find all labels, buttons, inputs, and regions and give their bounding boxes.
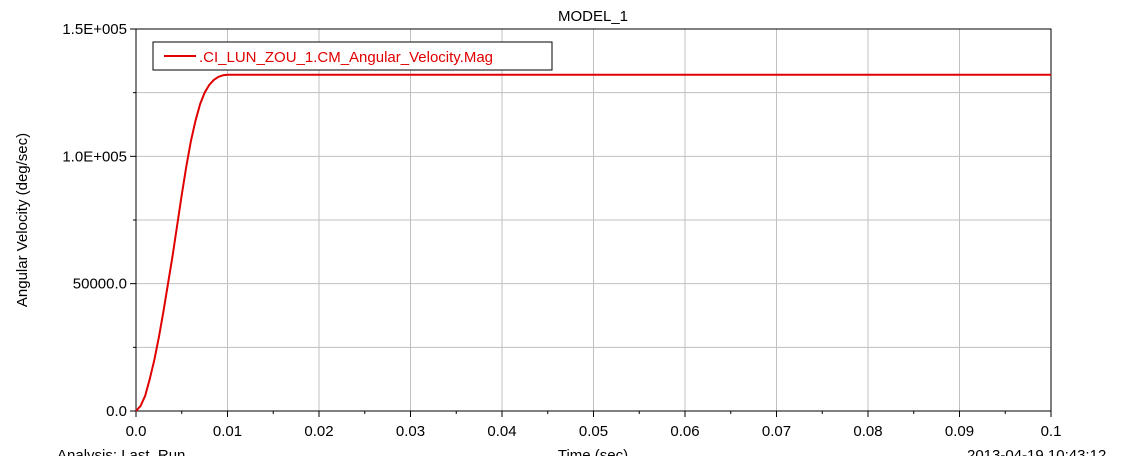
x-tick-label: 0.05 [579,423,608,440]
axis-ticks: 0.0 0.01 0.02 0.03 0.04 0.05 0.06 0.07 0.08 0.09 0… [62,21,1061,440]
y-axis-label: Angular Velocity (deg/sec) [14,133,31,307]
x-tick-label: 0.01 [213,423,242,440]
x-tick-label: 0.07 [762,423,791,440]
x-tick-label: 0.02 [304,423,333,440]
x-tick-label: 0.0 [126,423,147,440]
grid [136,29,1051,411]
analysis-label: Analysis: Last_Run [57,447,185,456]
x-tick-label: 0.08 [853,423,882,440]
series-line [135,73,1051,412]
x-axis-label: Time (sec) [558,447,628,456]
timestamp-label: 2013-04-19 10:43:12 [967,447,1106,456]
series-layer [135,73,1051,412]
x-tick-label: 0.04 [487,423,516,440]
legend: .CI_LUN_ZOU_1.CM_Angular_Velocity.Mag [152,41,553,71]
legend-entry: .CI_LUN_ZOU_1.CM_Angular_Velocity.Mag [199,49,493,66]
x-tick-label: 0.06 [670,423,699,440]
x-tick-label: 0.03 [396,423,425,440]
y-tick-label: 0.0 [106,403,127,420]
legend-box [152,41,553,71]
y-tick-label: 1.0E+005 [62,148,127,165]
chart-title: MODEL_1 [558,8,628,25]
y-tick-label: 1.5E+005 [62,21,127,38]
x-tick-label: 0.1 [1041,423,1062,440]
x-tick-label: 0.09 [945,423,974,440]
y-tick-label: 50000.0 [73,276,127,293]
